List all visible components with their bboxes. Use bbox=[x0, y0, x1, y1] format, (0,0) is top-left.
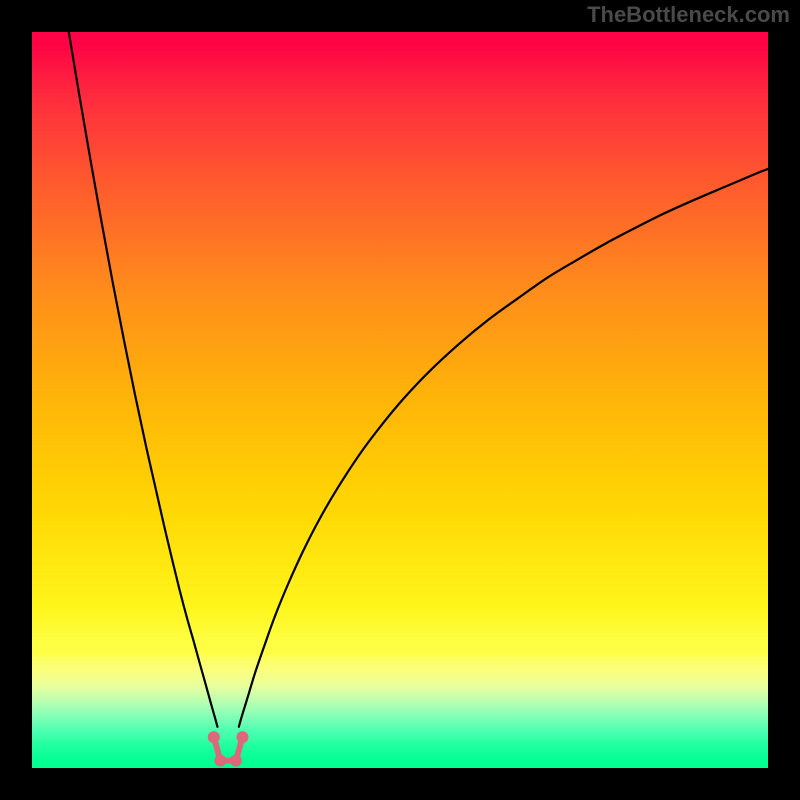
plot-area bbox=[32, 32, 768, 768]
bottom-shape-dot bbox=[230, 755, 242, 767]
bottom-shape-dot bbox=[214, 755, 226, 767]
chart-svg bbox=[32, 32, 768, 768]
chart-container: TheBottleneck.com bbox=[0, 0, 800, 800]
bottom-shape-dot bbox=[236, 731, 248, 743]
bottom-shape-dot bbox=[208, 731, 220, 743]
watermark-text: TheBottleneck.com bbox=[587, 2, 790, 28]
